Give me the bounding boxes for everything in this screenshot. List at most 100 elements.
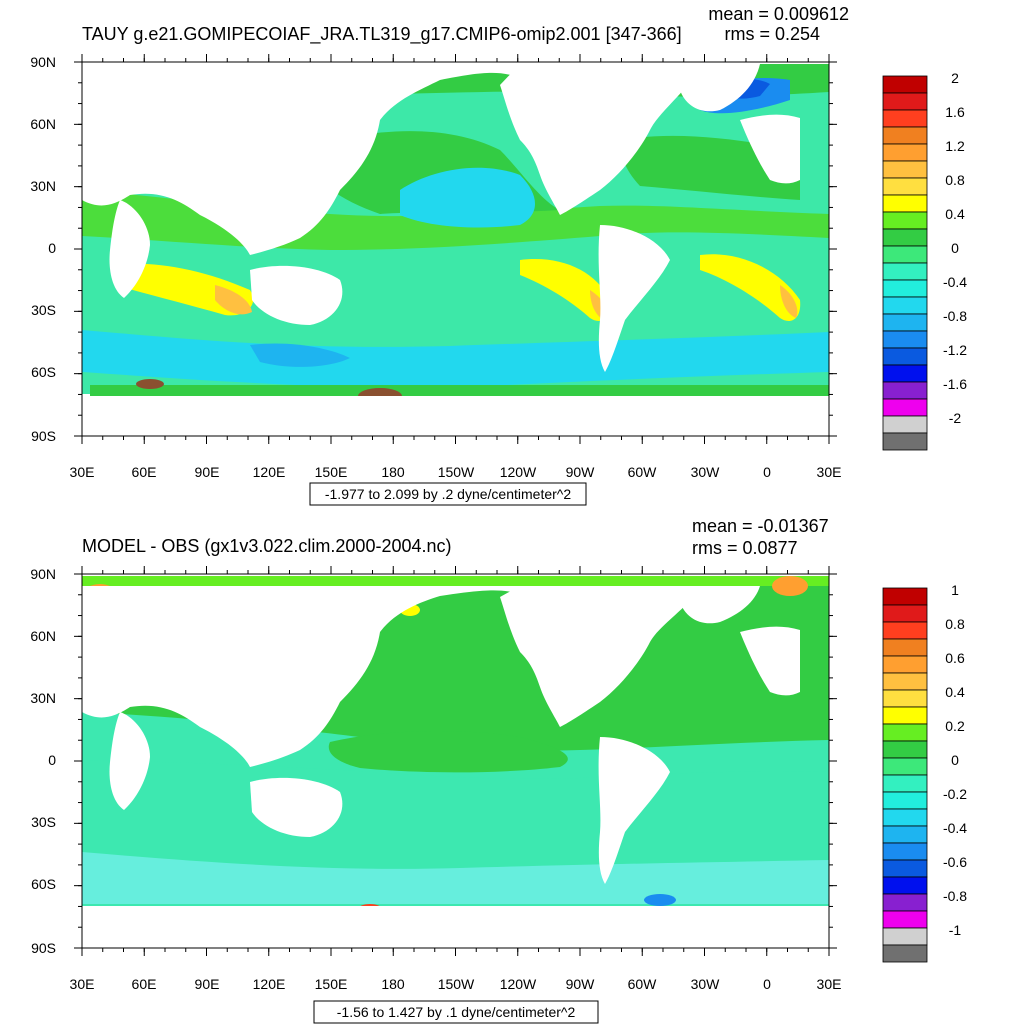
x-tick-label: 0 [763,976,771,992]
atlantic-orange [780,285,798,318]
colorbar-swatch [882,432,928,451]
y-tick-label: 0 [48,240,56,256]
colorbar-swatch [882,893,928,912]
indian-orange [215,285,252,315]
colorbar-swatch [882,347,928,366]
colorbar-label: 0.4 [945,684,965,700]
units-box [313,1000,599,1024]
colorbar-label: 1.6 [945,104,965,120]
colorbar-label: 2 [951,70,959,86]
colorbar-swatch [882,364,928,383]
colorbar-label: -0.4 [943,820,967,836]
colorbar-label: -0.2 [943,786,967,802]
x-tick-label: 120E [253,464,286,480]
australia-land [250,777,343,837]
colorbar-swatch [882,621,928,640]
southern-blue-patch [250,343,350,367]
colorbar-swatch [882,791,928,810]
colorbar-swatch [882,415,928,434]
greenland-land [680,586,760,624]
colorbar-swatch [882,109,928,128]
chart-title: TAUY g.e21.GOMIPECOIAF_JRA.TL319_g17.CMI… [82,24,682,45]
panel-model-minus-obs: MODEL - OBS (gx1v3.022.clim.2000-2004.nc… [0,512,1024,1024]
colorbar-swatch [882,842,928,861]
eurasia-land [82,586,520,767]
x-tick-label: 90E [195,464,220,480]
y-tick-label: 90S [31,428,56,444]
colorbar-swatch [882,723,928,742]
colorbar-label: -0.4 [943,274,967,290]
arctic-orange-patch-2 [772,576,808,596]
x-tick-label: 120W [500,976,537,992]
colorbar-swatch [882,92,928,111]
australia-land [250,265,343,325]
colorbar-label: 0.8 [945,616,965,632]
units-label: -1.56 to 1.427 by .1 dyne/centimeter^2 [337,1004,576,1020]
x-tick-label: 120E [253,976,286,992]
colorbar-swatch [882,398,928,417]
panel-tauy: TAUY g.e21.GOMIPECOIAF_JRA.TL319_g17.CMI… [30,4,967,506]
colorbar-swatch [882,757,928,776]
mean-label: mean = -0.01367 [692,516,829,536]
south-america-land [598,225,670,372]
arctic-lightgreen [82,576,829,586]
x-tick-label: 60W [628,464,658,480]
north-america-land [500,586,700,727]
colorbar-swatch [882,381,928,400]
colorbar-label: -1 [949,922,962,938]
colorbar-swatch [882,859,928,878]
africa-land [109,200,150,298]
colorbar-swatch [882,587,928,606]
colorbar-swatch [882,228,928,247]
colorbar-label: -1.2 [943,342,967,358]
colorbar-label: -2 [949,410,962,426]
pacific-yellow [520,259,611,321]
colorbar-label: 1 [951,582,959,598]
weddell-blue [644,894,676,906]
colorbar-label: 1.2 [945,138,965,154]
colorbar-swatch [882,604,928,623]
antarctica-land [82,396,829,436]
colorbar-swatch [882,177,928,196]
y-tick-label: 60N [30,116,56,132]
greenland-land [680,64,760,112]
x-tick-label: 30W [691,464,721,480]
colorbar-label: 0.4 [945,206,965,222]
y-tick-label: 60S [31,364,56,380]
y-tick-label: 90N [30,566,56,582]
x-tick-labels: 30E 60E 90E 120E 150E 180 150W 120W 90W … [70,976,842,992]
antarctic-green [90,385,829,396]
colorbar-swatch [882,211,928,230]
colorbar-label: -0.8 [943,308,967,324]
europe-land [740,114,800,184]
y-tick-label: 30N [30,690,56,706]
colorbar-swatch [882,927,928,946]
x-tick-label: 30W [691,976,721,992]
colorbar-swatch [882,245,928,264]
diff-map-svg: MODEL - OBS (gx1v3.022.clim.2000-2004.nc… [30,516,967,1024]
x-tick-label: 150W [438,464,475,480]
axis-ticks [74,566,837,956]
antarctic-dark-patch-2 [136,379,164,389]
x-tick-label: 60W [628,976,658,992]
x-tick-label: 30E [70,464,95,480]
colorbar-label: 0 [951,752,959,768]
units-box [309,482,587,506]
colorbar-label: 0.8 [945,172,965,188]
colorbar-swatch [882,910,928,929]
southern-ocean-light [82,852,829,904]
colorbar-swatch [882,262,928,281]
x-tick-label: 180 [381,464,405,480]
rms-label: rms = 0.254 [724,24,820,44]
x-tick-label: 180 [381,976,405,992]
y-tick-label: 90N [30,54,56,70]
colorbar-label: 0 [951,240,959,256]
pacific-cyan-patch [400,167,535,228]
colorbar-swatch [882,279,928,298]
diff-field [82,574,829,948]
y-tick-label: 90S [31,940,56,956]
colorbar-swatch [882,740,928,759]
colorbar-labels: 1 0.8 0.6 0.4 0.2 0 -0.2 -0.4 -0.6 -0.8 … [943,582,967,938]
colorbar-swatch [882,330,928,349]
colorbar-swatch [882,825,928,844]
